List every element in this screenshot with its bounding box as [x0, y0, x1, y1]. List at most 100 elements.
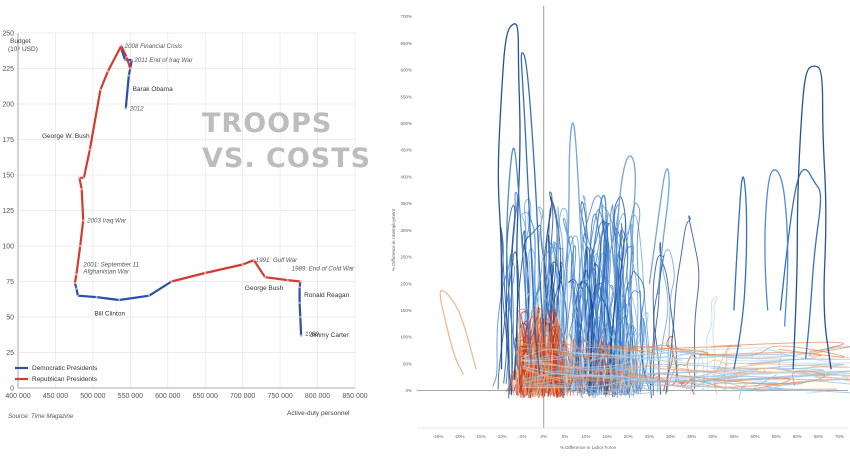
right-x-tick-label: 65% [814, 434, 823, 439]
data-point [125, 56, 128, 59]
right-x-tick-label: -10% [496, 434, 507, 439]
left-annotations: 2008 Financial Crisis 2011 End of Iraq Wa… [42, 43, 355, 339]
data-point [73, 281, 77, 285]
trace-line [529, 306, 540, 399]
right-x-tick-label: 70% [835, 434, 844, 439]
data-point [78, 176, 81, 179]
data-point [99, 88, 102, 91]
trace-line [536, 310, 547, 399]
x-tick-label: 650 000 [193, 393, 218, 400]
left-tick-labels: 0 25 50 75 100 125 150 175 200 225 250 400 000 450 0… [2, 31, 367, 401]
highlighted-trace [439, 289, 477, 375]
right-y-tick-label: 700% [400, 14, 412, 19]
data-point [80, 188, 83, 191]
data-point [127, 74, 130, 77]
trace-line [522, 365, 850, 381]
trace-line [578, 280, 595, 396]
data-point [79, 244, 82, 248]
right-y-tick-label: 400% [400, 174, 412, 179]
trace-line [522, 356, 850, 369]
trace-line [705, 296, 718, 391]
y-tick-label: 225 [2, 66, 14, 73]
event-annotation: 1980 [305, 331, 319, 338]
right-y-tick-label: 500% [400, 121, 412, 126]
data-point [88, 148, 91, 151]
data-point [124, 107, 127, 110]
right-x-tick-label: 40% [708, 434, 717, 439]
highlighted-trace [585, 194, 607, 327]
event-annotation: Afghanistan War [82, 269, 130, 276]
right-x-tick-label: -20% [454, 434, 465, 439]
right-y-tick-label: 650% [400, 41, 412, 46]
y-tick-label: 100 [2, 244, 14, 251]
data-point [264, 276, 267, 279]
data-point [298, 301, 301, 304]
y-axis-label-line-2: (10⁹ USD) [8, 46, 38, 53]
right-y-tick-label: 150% [400, 308, 412, 313]
event-annotation: 2012 [129, 105, 144, 112]
y-tick-label: 150 [2, 173, 14, 180]
trace-line [553, 323, 565, 399]
trace-line [581, 195, 592, 391]
highlighted-trace [555, 122, 587, 375]
right-x-tick-label: 25% [645, 434, 654, 439]
data-point [299, 280, 302, 283]
president-label: Ronald Reagan [304, 292, 350, 299]
y-tick-label: 200 [2, 102, 14, 109]
trace-line [594, 221, 608, 398]
trace-line [588, 252, 614, 395]
trace-line [522, 367, 825, 387]
highlighted-trace [764, 169, 789, 327]
trace-line [522, 350, 817, 368]
trace-line [522, 347, 831, 363]
right-y-axis-label: % Difference in Unemployment [391, 208, 396, 271]
right-x-axis-label: % Difference in Labor Force [560, 445, 616, 450]
right-y-tick-label: 200% [400, 281, 412, 286]
data-point [106, 70, 109, 73]
data-point [147, 294, 151, 297]
data-point [75, 273, 78, 276]
highlighted-trace [733, 176, 748, 370]
labor-vs-unemployment-chart: 0% 50% 100% 150% 200% 250% 300% 350% 400% 450% 500… [391, 6, 850, 450]
trace-line [603, 229, 625, 395]
x-tick-label: 750 000 [267, 393, 292, 400]
president-label: Bill Clinton [94, 311, 125, 318]
legend-label-democratic: Democratic Presidents [32, 365, 98, 372]
right-y-tick-label: 300% [400, 228, 412, 233]
x-tick-label: 400 000 [5, 393, 30, 400]
highlighted-trace [792, 65, 832, 370]
event-annotation: 2003 Iraq War [86, 217, 127, 224]
trace-line [535, 245, 555, 396]
event-annotation: 2011 End of Iraq War [133, 57, 193, 64]
left-series [73, 44, 303, 337]
right-x-tick-label: 0% [541, 434, 548, 439]
right-x-tick-label: -15% [475, 434, 486, 439]
trace-line [522, 379, 850, 394]
event-annotation: 1989: End of Cold War [292, 266, 355, 273]
data-point [299, 334, 303, 337]
left-axes [17, 33, 355, 389]
data-point [129, 67, 132, 70]
trace-line [522, 349, 850, 364]
trace-line [570, 244, 582, 395]
legend: Democratic Presidents Republican Preside… [15, 365, 98, 383]
right-y-tick-label: 550% [400, 94, 412, 99]
y-tick-label: 125 [2, 208, 14, 215]
right-y-tick-label: 50% [403, 361, 412, 366]
right-x-tick-label: 20% [624, 434, 633, 439]
y-tick-label: 250 [2, 31, 14, 38]
president-label: George Bush [245, 285, 284, 292]
y-tick-label: 175 [2, 137, 14, 144]
right-series [439, 23, 850, 400]
x-tick-label: 850 000 [342, 393, 367, 400]
trace-line [605, 196, 626, 396]
right-y-tick-label: 100% [400, 335, 412, 340]
right-x-tick-label: 60% [793, 434, 802, 439]
trace-line [553, 206, 565, 395]
troops-vs-costs-chart: 0 25 50 75 100 125 150 175 200 225 250 400 000 450 0… [2, 31, 370, 421]
right-x-tick-label: 45% [729, 434, 738, 439]
right-x-tick-label: 15% [603, 434, 612, 439]
highlighted-trace [616, 155, 636, 311]
trace-line [522, 341, 844, 354]
